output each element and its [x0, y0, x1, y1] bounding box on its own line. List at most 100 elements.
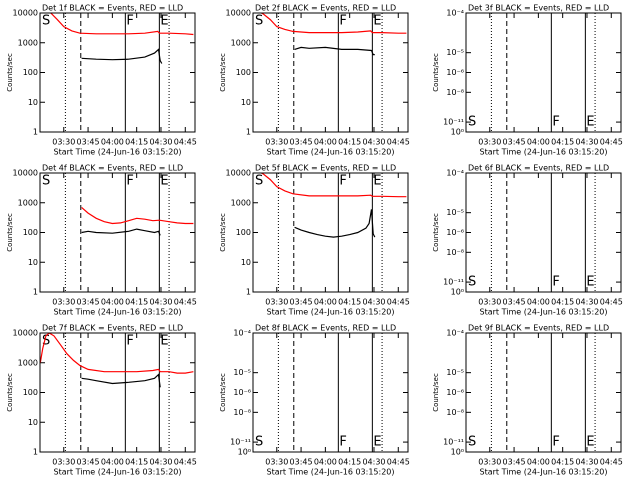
x-tick-label: 04:30 [575, 138, 598, 147]
axis-box [465, 332, 622, 453]
x-axis-label: Start Time (24-Jun-16 03:15:20) [267, 468, 395, 477]
event-label: F [339, 435, 346, 450]
y-tick-label: 10⁻⁴ [446, 329, 464, 338]
y-axis-label: Counts/sec [6, 373, 14, 412]
x-axis-label: Start Time (24-Jun-16 03:15:20) [54, 308, 182, 317]
y-tick-label: 10⁻⁸ [233, 408, 251, 417]
x-tick-label: 04:15 [338, 298, 361, 307]
y-axis-label: Counts/sec [219, 53, 227, 92]
panel-title: Det 2f BLACK = Events, RED = LLD [255, 4, 396, 13]
series-line [81, 48, 163, 64]
x-tick-label: 04:30 [149, 458, 172, 467]
y-tick-label: 10⁰ [451, 288, 464, 297]
event-label: E [586, 435, 594, 450]
x-tick-label: 04:00 [101, 298, 124, 307]
y-tick-label: 10⁻⁵ [446, 208, 464, 217]
y-tick-label: 10⁻⁵ [446, 48, 464, 57]
y-tick-label: 10⁻⁶ [446, 68, 464, 77]
x-tick-label: 04:15 [551, 298, 574, 307]
start-label: S [42, 174, 50, 189]
y-tick-label: 10⁻¹¹ [230, 438, 251, 447]
y-tick-label: 10⁻⁶ [446, 228, 464, 237]
y-tick-label: 10⁻⁶ [446, 388, 464, 397]
panel-title: Det 3f BLACK = Events, RED = LLD [468, 4, 609, 13]
y-tick-label: 1 [246, 128, 251, 137]
panel: Det 9f BLACK = Events, RED = LLD Counts/s… [432, 324, 623, 477]
x-tick-label: 03:30 [52, 298, 75, 307]
start-label: S [468, 435, 476, 450]
event-label: F [552, 115, 559, 130]
y-tick-label: 10⁰ [451, 448, 464, 457]
y-tick-label: 10⁻⁴ [233, 329, 251, 338]
series-line [40, 13, 194, 36]
event-label: F [552, 435, 559, 450]
y-tick-label: 1 [33, 128, 38, 137]
x-tick-label: 03:30 [52, 458, 75, 467]
x-tick-label: 04:00 [527, 458, 550, 467]
x-tick-label: 04:15 [125, 298, 148, 307]
y-tick-label: 10⁻⁴ [446, 9, 464, 18]
x-tick-label: 04:30 [149, 298, 172, 307]
x-tick-label: 04:00 [101, 458, 124, 467]
x-tick-label: 04:00 [314, 138, 337, 147]
panel: Det 3f BLACK = Events, RED = LLD Counts/s… [432, 4, 623, 157]
start-label: S [255, 174, 263, 189]
panel: Det 8f BLACK = Events, RED = LLD Counts/s… [219, 324, 410, 477]
x-tick-label: 04:45 [174, 458, 197, 467]
y-axis-label: Counts/sec [219, 373, 227, 412]
x-axis-label: Start Time (24-Jun-16 03:15:20) [267, 148, 395, 157]
x-tick-label: 04:45 [174, 138, 197, 147]
start-label: S [42, 334, 50, 349]
y-tick-label: 1000 [18, 198, 38, 207]
y-tick-label: 1000 [18, 358, 38, 367]
x-tick-label: 04:45 [600, 138, 623, 147]
panel-title: Det 7f BLACK = Events, RED = LLD [42, 324, 183, 333]
y-tick-label: 10⁻⁸ [446, 248, 464, 257]
axis-box [465, 12, 622, 133]
event-label: E [160, 334, 168, 349]
x-tick-label: 03:30 [265, 458, 288, 467]
y-tick-label: 10000 [226, 169, 251, 178]
panel: Det 7f BLACK = Events, RED = LLD Counts/s… [6, 324, 197, 477]
x-tick-label: 04:00 [314, 298, 337, 307]
y-tick-label: 10000 [13, 169, 38, 178]
event-label: F [126, 174, 133, 189]
x-tick-label: 04:45 [600, 458, 623, 467]
series-line [294, 46, 375, 56]
x-tick-label: 03:45 [503, 298, 526, 307]
y-tick-label: 1000 [231, 38, 251, 47]
x-tick-label: 04:45 [387, 298, 410, 307]
x-tick-label: 04:45 [387, 458, 410, 467]
event-label: F [126, 334, 133, 349]
y-tick-label: 100 [23, 388, 38, 397]
x-tick-label: 04:30 [149, 138, 172, 147]
event-label: E [160, 174, 168, 189]
y-tick-label: 100 [23, 228, 38, 237]
y-axis-label: Counts/sec [6, 53, 14, 92]
x-axis-label: Start Time (24-Jun-16 03:15:20) [480, 308, 608, 317]
start-label: S [255, 14, 263, 29]
y-tick-label: 1000 [18, 38, 38, 47]
y-tick-label: 10 [241, 258, 251, 267]
event-label: E [586, 275, 594, 290]
x-tick-label: 03:30 [52, 138, 75, 147]
y-tick-label: 10⁻¹¹ [443, 278, 464, 287]
panel-title: Det 6f BLACK = Events, RED = LLD [468, 164, 609, 173]
panel: Det 6f BLACK = Events, RED = LLD Counts/s… [432, 164, 623, 317]
y-tick-label: 10⁻⁶ [233, 388, 251, 397]
y-tick-label: 10⁰ [238, 448, 251, 457]
x-tick-label: 03:45 [77, 298, 100, 307]
start-label: S [42, 14, 50, 29]
panel-title: Det 8f BLACK = Events, RED = LLD [255, 324, 396, 333]
x-tick-label: 04:15 [125, 138, 148, 147]
axis-box [39, 332, 196, 453]
axis-box [39, 12, 196, 133]
y-axis-label: Counts/sec [219, 213, 227, 252]
panel-title: Det 1f BLACK = Events, RED = LLD [42, 4, 183, 13]
x-tick-label: 04:30 [575, 298, 598, 307]
y-tick-label: 10⁻⁸ [446, 88, 464, 97]
x-tick-label: 03:45 [77, 138, 100, 147]
x-tick-label: 03:30 [265, 138, 288, 147]
